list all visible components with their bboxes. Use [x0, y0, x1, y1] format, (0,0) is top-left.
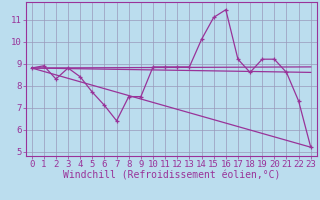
X-axis label: Windchill (Refroidissement éolien,°C): Windchill (Refroidissement éolien,°C) — [62, 171, 280, 181]
